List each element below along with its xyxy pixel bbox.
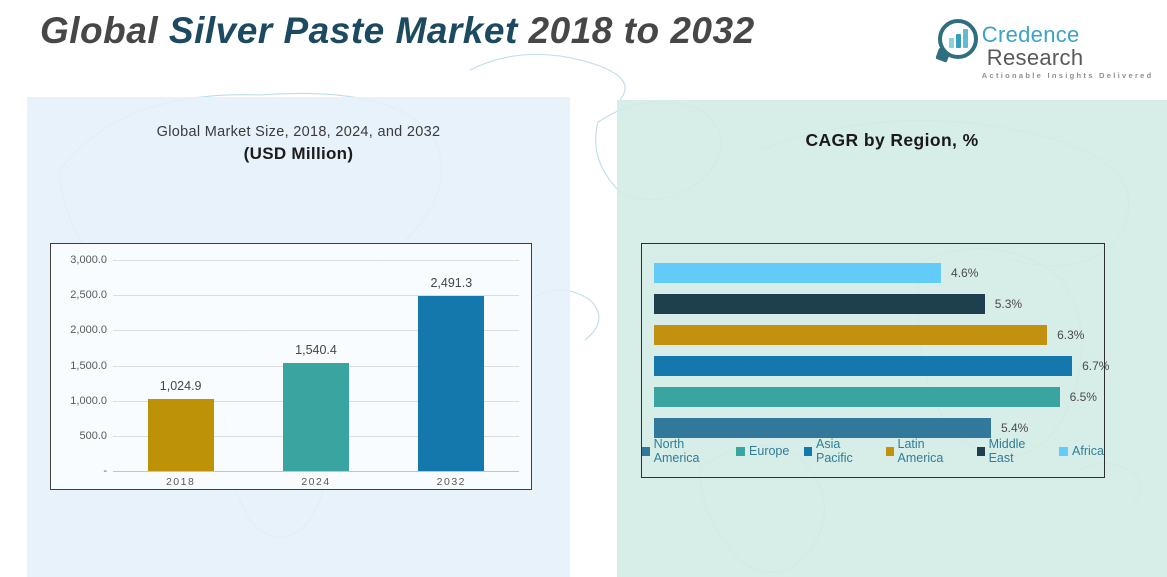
bar-value-label: 1,540.4 (295, 342, 337, 357)
page-title-part2: Silver Paste Market (168, 10, 518, 51)
bar-value-label: 1,024.9 (159, 378, 202, 393)
y-axis-tick-label: 2,000.0 (70, 324, 107, 337)
market-size-title-line: Global Market Size, 2018, 2024, and 2032 (156, 124, 441, 140)
bar-value-label: 6.5% (1069, 390, 1097, 404)
x-axis-tick-label: 2032 (436, 476, 466, 488)
bar-africa (654, 263, 942, 283)
bar-value-label: 6.7% (1082, 359, 1110, 373)
bar-europe (654, 387, 1060, 407)
bar-value-label: 5.3% (994, 297, 1023, 311)
y-axis-tick-label: - (103, 465, 107, 477)
gridline (113, 260, 519, 261)
legend-label: Latin America (897, 437, 944, 465)
gridline (113, 295, 519, 297)
y-axis-tick-label: 1,500.0 (70, 359, 107, 372)
y-axis-tick-label: 500.0 (79, 429, 107, 442)
bar-north-america (654, 418, 991, 438)
legend-item-africa: Africa (1059, 444, 1104, 458)
legend: North America Europe Asia Pacific Latin Ame… (642, 437, 1104, 465)
legend-swatch (885, 446, 894, 456)
market-size-chart: Global Market Size, 2018, 2024, and 2032… (27, 97, 570, 577)
legend-label: North America (653, 437, 700, 465)
logo-text: Credence Research Actionable Insights De… (982, 23, 1167, 80)
legend-label: Asia Pacific (815, 437, 853, 465)
page-title-part1: Global (40, 10, 159, 51)
logo-brand-primary: Credence (981, 22, 1080, 47)
gridline (113, 471, 519, 472)
credence-research-logo: Credence Research Actionable Insights De… (935, 19, 1167, 80)
legend-item-europe: Europe (736, 444, 789, 458)
market-size-plot-area: 1,024.9 2018 1,540.4 2024 2,491.3 2032 - 500.0… (50, 243, 532, 490)
logo-brand-secondary: Research (986, 45, 1084, 70)
bar-asia-pacific (654, 356, 1073, 376)
market-size-chart-title: Global Market Size, 2018, 2024, and 2032… (27, 124, 570, 164)
market-size-subtitle: (USD Million) (243, 144, 354, 163)
bar-value-label: 5.4% (1000, 421, 1029, 435)
bar-chart-speech-bubble-icon (935, 19, 978, 63)
legend-item-latin-america: Latin America (885, 437, 962, 465)
page-title-part3: 2018 to 2032 (528, 10, 755, 51)
logo-tagline: Actionable Insights Delivered (981, 71, 1154, 80)
y-axis-tick-label: 3,000.0 (70, 254, 107, 266)
bar-value-label: 6.3% (1057, 328, 1085, 342)
legend-swatch (976, 446, 985, 456)
cagr-chart-title: CAGR by Region, % (805, 130, 979, 150)
y-axis-tick-label: 2,500.0 (70, 289, 107, 302)
x-axis-tick-label: 2024 (301, 476, 331, 488)
bar-value-label: 4.6% (951, 266, 979, 280)
x-axis-tick-label: 2018 (165, 476, 196, 488)
legend-swatch (642, 446, 650, 456)
legend-swatch (804, 446, 812, 456)
legend-swatch (1059, 446, 1069, 456)
y-axis-tick-label: 1,000.0 (70, 394, 107, 407)
legend-item-middle-east: Middle East (976, 437, 1044, 465)
bar-2024 (283, 362, 349, 471)
legend-label: Africa (1072, 444, 1104, 458)
bar-value-label: 2,491.3 (430, 275, 473, 290)
cagr-chart: CAGR by Region, % 4.6% 5.3% 6.3% 6.7% 6.5% 5.… (617, 100, 1167, 577)
legend-item-north-america: North America (642, 437, 721, 465)
page-title: Global Silver Paste Market 2018 to 2032 (40, 10, 755, 52)
legend-label: Europe (749, 444, 790, 458)
bar-middle-east (654, 294, 985, 314)
gridline (113, 330, 519, 332)
bar-2018 (147, 398, 214, 471)
bar-latin-america (654, 325, 1048, 345)
bar-2032 (418, 295, 485, 471)
legend-swatch (736, 446, 746, 456)
cagr-plot-area: 4.6% 5.3% 6.3% 6.7% 6.5% 5.4% North America Eur… (641, 243, 1109, 478)
legend-item-asia-pacific: Asia Pacific (804, 437, 871, 465)
legend-label: Middle East (988, 437, 1026, 465)
